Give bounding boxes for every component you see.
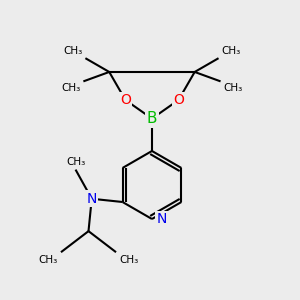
Text: N: N bbox=[87, 192, 97, 206]
Text: CH₃: CH₃ bbox=[119, 255, 138, 265]
Text: O: O bbox=[120, 93, 131, 107]
Text: CH₃: CH₃ bbox=[66, 157, 85, 167]
Text: CH₃: CH₃ bbox=[61, 83, 80, 93]
Text: CH₃: CH₃ bbox=[63, 46, 82, 56]
Text: O: O bbox=[173, 93, 184, 107]
Text: N: N bbox=[157, 212, 167, 226]
Text: CH₃: CH₃ bbox=[221, 46, 241, 56]
Text: B: B bbox=[147, 111, 157, 126]
Text: CH₃: CH₃ bbox=[39, 255, 58, 265]
Text: CH₃: CH₃ bbox=[224, 83, 243, 93]
